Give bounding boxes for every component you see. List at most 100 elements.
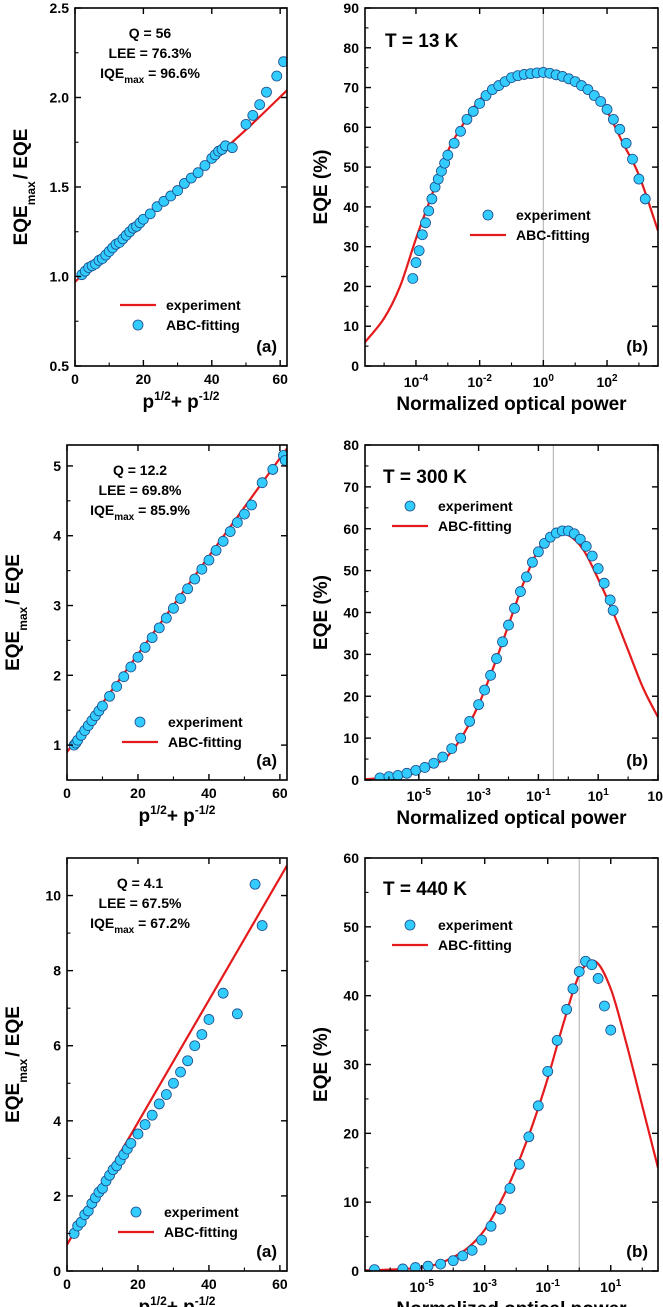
data-point bbox=[474, 98, 486, 109]
legend-label: experiment bbox=[168, 714, 243, 730]
x-tick-label: 101 bbox=[588, 787, 610, 804]
data-point bbox=[410, 257, 422, 268]
data-point bbox=[278, 56, 287, 68]
data-point bbox=[605, 1024, 617, 1036]
data-point bbox=[509, 602, 520, 614]
y-tick-label: 60 bbox=[343, 119, 359, 135]
annotation-text: IQEmax = 67.2% bbox=[90, 915, 190, 936]
data-point bbox=[533, 546, 544, 558]
plot-area bbox=[67, 864, 287, 1246]
annotation-text: LEE = 76.3% bbox=[109, 45, 192, 61]
data-point bbox=[144, 208, 156, 220]
y-tick-label: 8 bbox=[53, 963, 61, 979]
x-axis-label: p1/2+ p-1/2 bbox=[139, 1294, 216, 1307]
y-tick-label: 10 bbox=[45, 888, 61, 904]
y-axis-label: EQE (%) bbox=[311, 1027, 332, 1102]
plot-frame bbox=[66, 444, 288, 781]
y-tick-label: 5 bbox=[53, 458, 61, 474]
y-tick-label: 2 bbox=[53, 667, 61, 683]
data-point bbox=[448, 137, 460, 149]
data-point bbox=[231, 1008, 243, 1020]
data-point bbox=[267, 464, 279, 475]
data-point bbox=[461, 113, 473, 125]
data-point bbox=[495, 1203, 506, 1215]
x-tick-label: 60 bbox=[272, 371, 288, 387]
data-point bbox=[428, 757, 440, 769]
data-point bbox=[247, 110, 259, 121]
data-point bbox=[374, 772, 386, 780]
x-tick-label: 20 bbox=[130, 785, 146, 801]
x-tick-label: 101 bbox=[600, 1278, 622, 1295]
legend-label: ABC-fitting bbox=[166, 317, 240, 333]
data-point bbox=[604, 594, 616, 606]
y-tick-label: 30 bbox=[343, 1057, 359, 1073]
data-point bbox=[249, 878, 261, 890]
data-point bbox=[392, 769, 404, 780]
legend-marker-swatch bbox=[134, 716, 146, 728]
x-tick-label: 0 bbox=[71, 371, 79, 387]
data-point bbox=[416, 229, 428, 241]
x-tick-label: 103 bbox=[647, 787, 663, 804]
data-point bbox=[203, 1014, 215, 1025]
y-tick-label: 30 bbox=[343, 646, 359, 662]
data-point bbox=[515, 586, 526, 597]
data-point bbox=[410, 1262, 421, 1271]
data-point bbox=[608, 113, 619, 125]
x-tick-label: 40 bbox=[201, 785, 217, 801]
y-tick-label: 70 bbox=[343, 479, 359, 495]
y-tick-label: 4 bbox=[53, 528, 61, 544]
data-point bbox=[261, 86, 272, 98]
legend-marker-swatch bbox=[132, 319, 144, 331]
fit-curve bbox=[365, 530, 658, 780]
y-tick-label: 70 bbox=[343, 80, 359, 96]
legend-label: ABC-fitting bbox=[164, 1224, 238, 1240]
data-point bbox=[573, 966, 585, 977]
data-point bbox=[160, 1089, 172, 1100]
data-point bbox=[491, 653, 502, 664]
data-point bbox=[639, 193, 651, 205]
x-tick-label: 40 bbox=[201, 1276, 217, 1292]
y-tick-label: 80 bbox=[343, 40, 359, 56]
y-tick-label: 10 bbox=[343, 318, 359, 334]
data-point bbox=[422, 1260, 434, 1271]
x-tick-label: 0 bbox=[63, 1276, 71, 1292]
annotation-text: IQEmax = 85.9% bbox=[90, 502, 190, 523]
panel-tag: (a) bbox=[256, 1242, 277, 1261]
x-tick-label: 10-5 bbox=[409, 1278, 434, 1295]
data-point bbox=[627, 153, 638, 165]
y-axis-label: EQEmax/ EQE bbox=[3, 554, 30, 671]
x-tick-label: 10-1 bbox=[526, 787, 551, 804]
data-point bbox=[401, 767, 413, 779]
legend-label: ABC-fitting bbox=[516, 227, 590, 243]
data-point bbox=[513, 1158, 525, 1170]
data-point bbox=[210, 544, 222, 556]
data-point bbox=[231, 517, 243, 528]
legend-label: experiment bbox=[164, 1204, 239, 1220]
data-point bbox=[256, 920, 268, 931]
y-tick-label: 0 bbox=[351, 772, 359, 788]
y-tick-label: 4 bbox=[53, 1113, 61, 1129]
y-tick-label: 10 bbox=[343, 730, 359, 746]
data-point bbox=[446, 743, 458, 754]
y-axis-label: EQEmax/ EQE bbox=[11, 129, 38, 246]
y-tick-label: 0 bbox=[53, 1263, 61, 1279]
y-tick-label: 0.5 bbox=[50, 358, 70, 374]
data-point bbox=[457, 1250, 469, 1262]
x-tick-label: 102 bbox=[596, 373, 618, 390]
x-axis-label: Normalized optical power bbox=[396, 808, 627, 829]
y-tick-label: 2 bbox=[53, 1188, 61, 1204]
annotation-text: Q = 56 bbox=[129, 25, 172, 41]
data-point bbox=[574, 533, 586, 545]
annotation-text: LEE = 69.8% bbox=[99, 482, 182, 498]
data-point bbox=[455, 125, 466, 137]
legend-marker-swatch bbox=[482, 209, 494, 221]
data-point bbox=[240, 118, 252, 130]
data-point bbox=[271, 70, 283, 82]
panel-r2a: 0 20 40 60 1 2 3 4 5 p1/2+ p-1/2 EQEmax/ EQE Q = 12… bbox=[3, 444, 288, 827]
data-point bbox=[464, 715, 476, 727]
data-point bbox=[437, 751, 449, 763]
data-point bbox=[614, 123, 626, 135]
annotation-text: IQEmax = 96.6% bbox=[100, 65, 200, 86]
y-tick-label: 1.0 bbox=[50, 269, 70, 285]
data-point bbox=[182, 583, 194, 595]
